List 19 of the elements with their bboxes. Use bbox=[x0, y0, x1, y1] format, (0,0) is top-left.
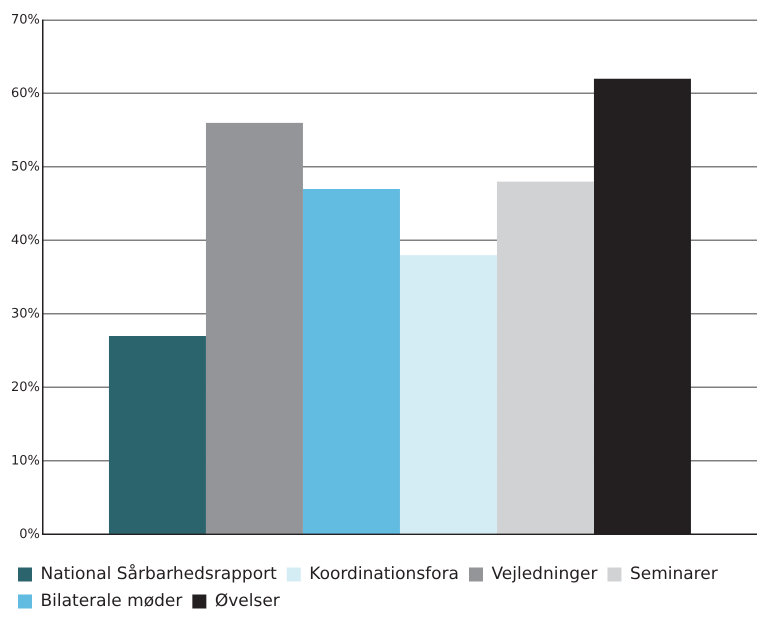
y-tick-label: 10% bbox=[10, 453, 40, 468]
bar bbox=[400, 255, 497, 534]
bar bbox=[206, 122, 303, 534]
bar bbox=[108, 336, 206, 534]
y-tick-label: 20% bbox=[10, 380, 40, 395]
y-tick-label: 0% bbox=[19, 526, 40, 542]
bar bbox=[302, 189, 400, 534]
y-tick-label: 40% bbox=[10, 232, 40, 248]
y-tick-label: 30% bbox=[10, 306, 40, 322]
legend-label: Vejledninger bbox=[491, 564, 598, 584]
y-tick-label: 50% bbox=[10, 159, 40, 174]
legend-label: Øvelser bbox=[214, 590, 280, 611]
bar bbox=[496, 182, 594, 534]
y-tick-label: 70% bbox=[10, 12, 40, 28]
legend-label: Seminarer bbox=[630, 564, 718, 584]
legend-label: Koordinationsfora bbox=[309, 564, 459, 584]
legend-label: National Sårbarhedsrapport bbox=[40, 564, 278, 584]
y-tick-label: 60% bbox=[10, 86, 40, 101]
legend-label: Bilaterale møder bbox=[40, 590, 182, 611]
